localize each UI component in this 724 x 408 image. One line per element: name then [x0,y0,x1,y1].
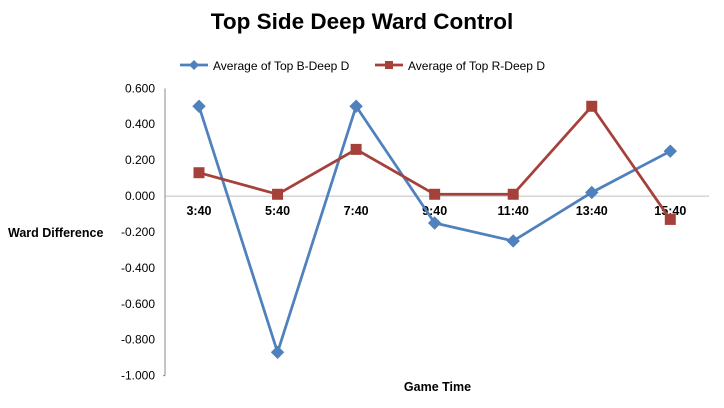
svg-text:0.600: 0.600 [125,81,155,95]
svg-text:5:40: 5:40 [265,204,290,218]
svg-text:0.000: 0.000 [125,189,155,203]
svg-text:-1.000: -1.000 [121,369,155,383]
svg-text:13:40: 13:40 [576,204,608,218]
svg-text:0.200: 0.200 [125,153,155,167]
svg-text:3:40: 3:40 [186,204,211,218]
svg-text:11:40: 11:40 [498,204,529,218]
svg-text:-0.600: -0.600 [121,297,155,311]
svg-text:7:40: 7:40 [344,204,369,218]
svg-text:-0.800: -0.800 [121,333,155,347]
svg-text:-0.400: -0.400 [121,261,155,275]
svg-text:-0.200: -0.200 [121,225,155,239]
svg-text:0.400: 0.400 [125,117,155,131]
